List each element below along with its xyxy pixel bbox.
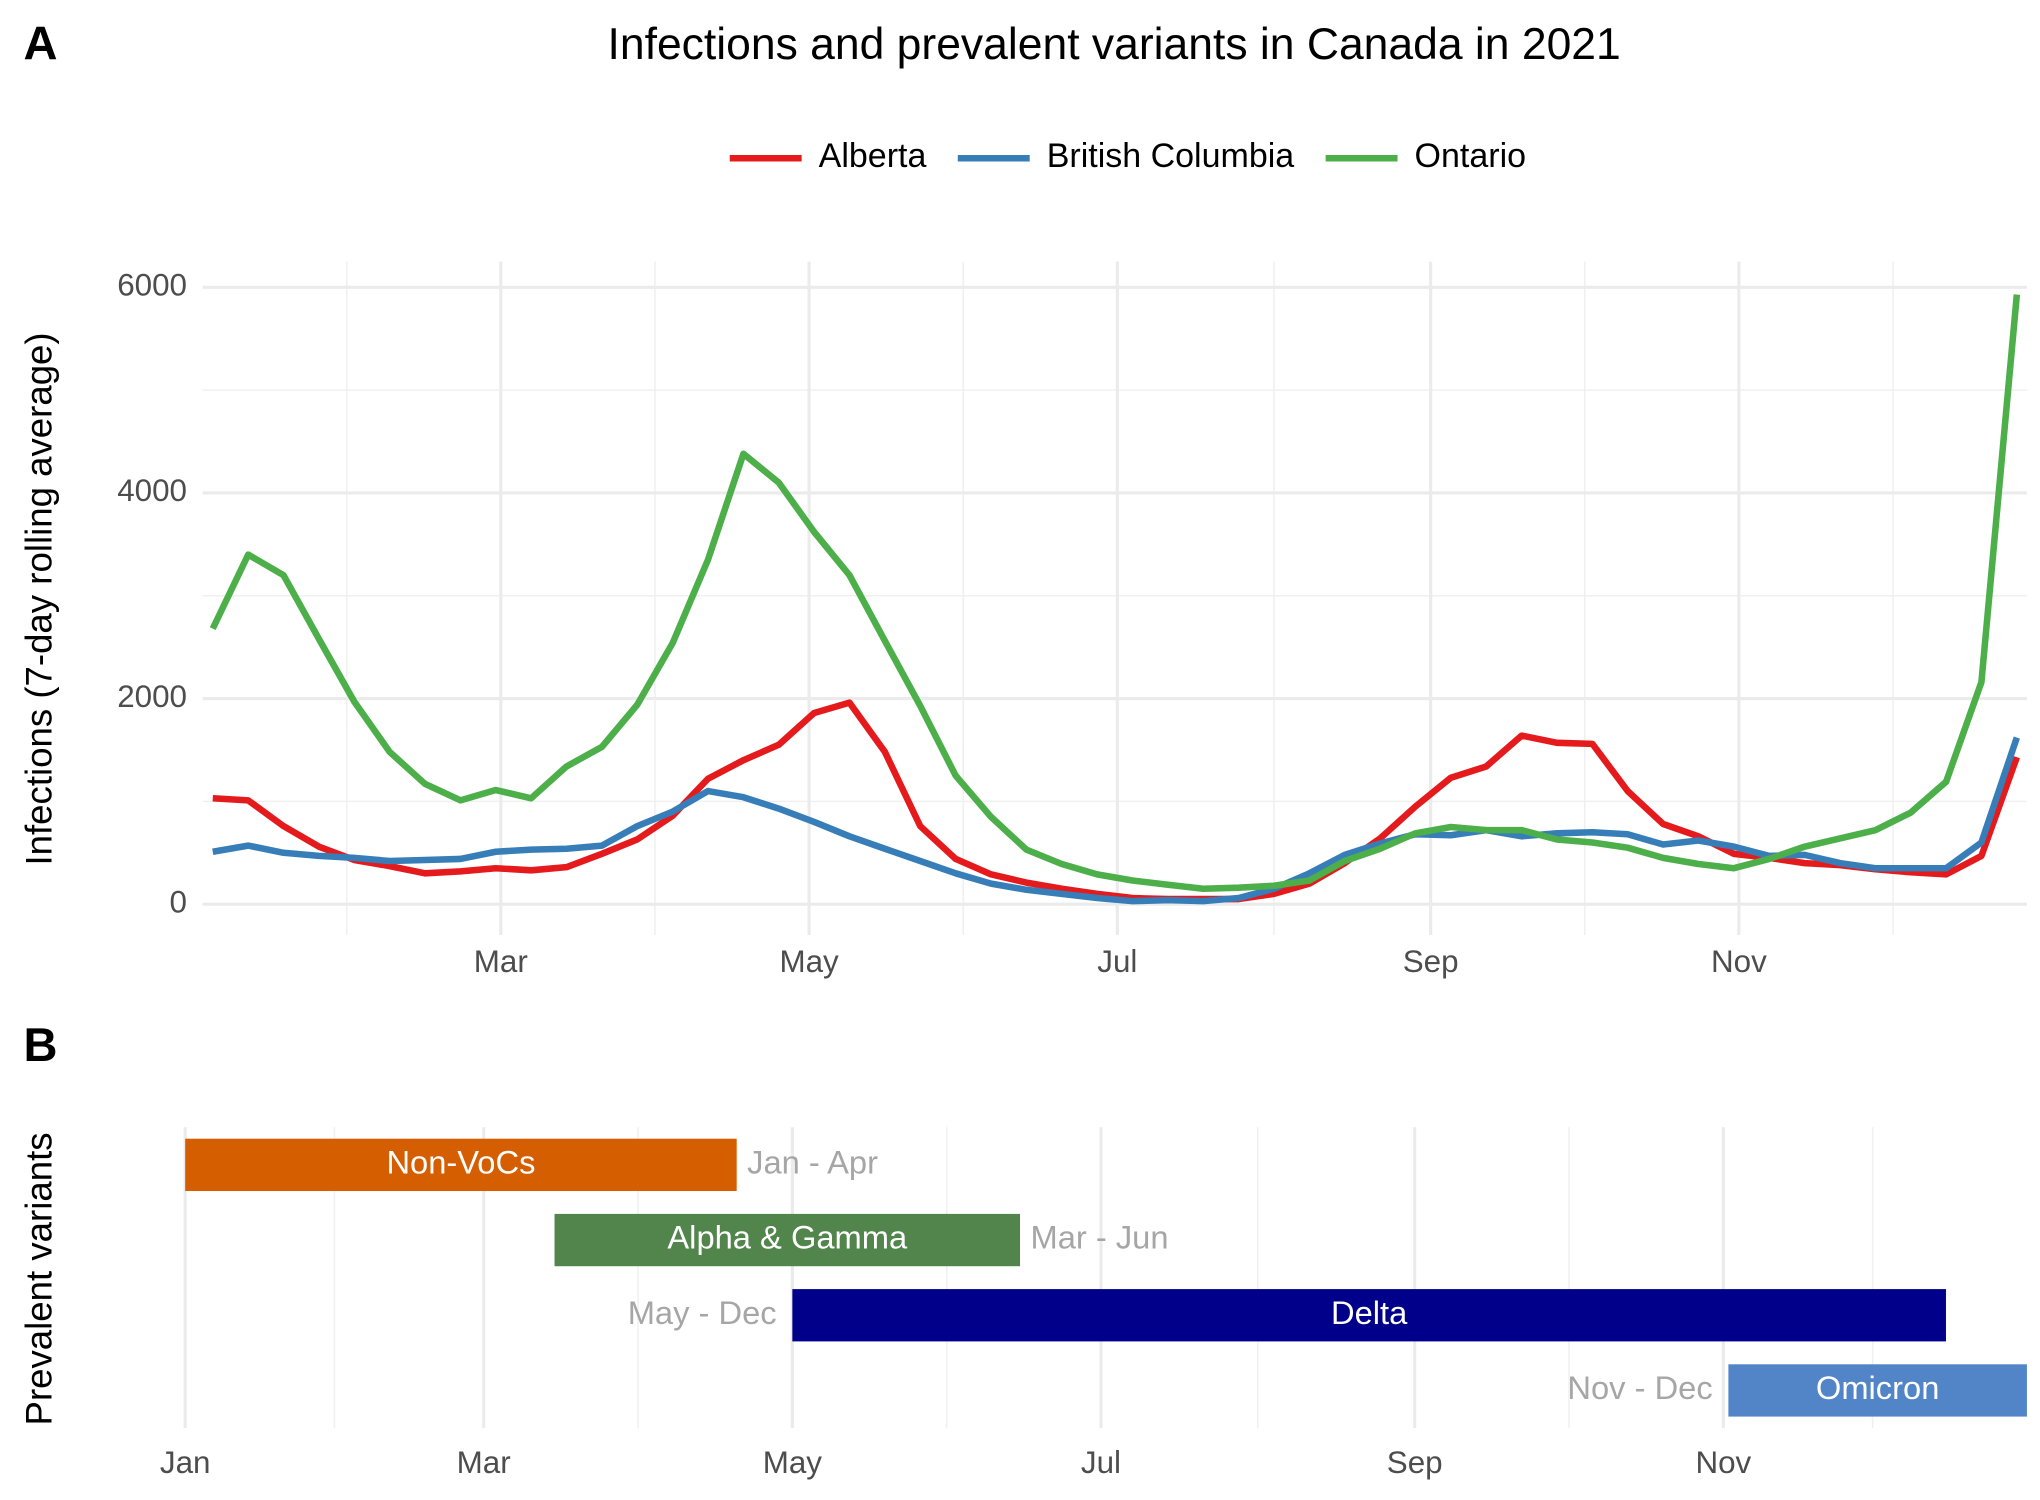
panel-tag: B bbox=[24, 1018, 58, 1071]
bar-label: Delta bbox=[1331, 1294, 1408, 1331]
range-label: Nov - Dec bbox=[1567, 1369, 1712, 1406]
x-tick-label: May bbox=[763, 1445, 823, 1480]
x-tick-label: Sep bbox=[1403, 944, 1459, 979]
x-tick-label: Mar bbox=[457, 1445, 511, 1480]
bar-label: Non-VoCs bbox=[386, 1144, 535, 1181]
x-tick-label: Sep bbox=[1387, 1445, 1443, 1480]
y-axis-label: Prevalent variants bbox=[19, 1132, 60, 1425]
x-tick-label: Jan bbox=[160, 1445, 211, 1480]
x-tick-label: Nov bbox=[1695, 1445, 1751, 1480]
y-tick-label: 0 bbox=[170, 884, 187, 919]
range-bar bbox=[792, 1289, 1946, 1342]
line-series bbox=[212, 736, 2020, 905]
range-label: May - Dec bbox=[628, 1294, 777, 1331]
panel-tag: A bbox=[24, 17, 58, 70]
chart-title: Infections and prevalent variants in Can… bbox=[608, 20, 1621, 69]
legend-label: Alberta bbox=[819, 137, 927, 175]
y-tick-label: 4000 bbox=[117, 473, 187, 508]
legend-label: British Columbia bbox=[1047, 137, 1295, 175]
range-label: Jan - Apr bbox=[747, 1144, 878, 1181]
bar-label: Alpha & Gamma bbox=[667, 1219, 908, 1256]
x-tick-label: Jul bbox=[1081, 1445, 1121, 1480]
y-axis-label: Infections (7-day rolling average) bbox=[19, 332, 60, 865]
y-tick-label: 2000 bbox=[117, 679, 187, 714]
legend-label: Ontario bbox=[1415, 137, 1527, 175]
y-tick-label: 6000 bbox=[117, 268, 187, 303]
range-bar bbox=[185, 1138, 737, 1192]
bar-label: Omicron bbox=[1816, 1369, 1940, 1406]
line-series bbox=[209, 294, 2021, 893]
x-tick-label: Jul bbox=[1097, 944, 1137, 979]
range-label: Mar - Jun bbox=[1030, 1219, 1168, 1256]
range-bar bbox=[554, 1213, 1021, 1267]
x-tick-label: Mar bbox=[474, 944, 528, 979]
x-tick-label: Nov bbox=[1711, 944, 1767, 979]
range-bar bbox=[1728, 1364, 2027, 1417]
x-tick-label: May bbox=[779, 944, 839, 979]
